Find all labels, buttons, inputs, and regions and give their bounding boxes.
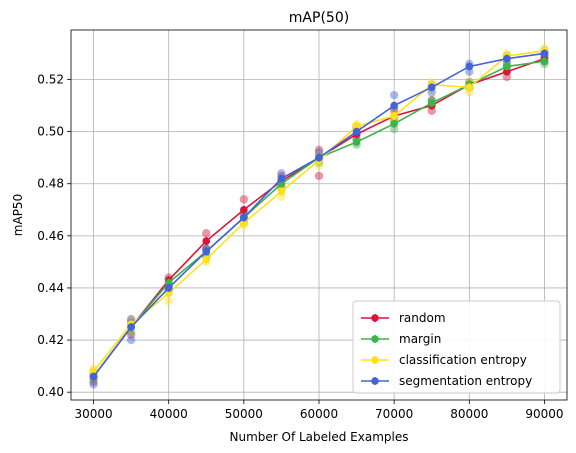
mean-point (89, 372, 98, 381)
mean-point (503, 54, 511, 63)
mean-point (240, 213, 248, 222)
mean-point (240, 219, 248, 227)
mean-point (240, 205, 248, 214)
chart-title: mAP(50) (289, 10, 349, 26)
legend: random margin classification entropy segmen… (352, 300, 561, 394)
lines-layer (89, 46, 549, 381)
trial-point (314, 145, 324, 155)
legend-marker (371, 314, 379, 322)
trial-point (164, 296, 173, 306)
trial-point (89, 380, 98, 389)
mean-point (164, 278, 173, 287)
y-tick-label: 0.42 (37, 333, 64, 347)
mean-point (277, 179, 286, 188)
mean-point (202, 237, 211, 245)
y-tick-label: 0.46 (37, 229, 64, 243)
mean-point (352, 138, 361, 146)
mean-point (127, 323, 135, 331)
mean-point (427, 99, 436, 107)
legend-label: segmentation entropy (399, 374, 532, 388)
mean-point (503, 67, 511, 76)
mean-point (390, 120, 398, 128)
x-tick-label: 50000 (225, 407, 263, 421)
x-tick-label: 70000 (375, 407, 413, 421)
mean-point (164, 289, 173, 297)
legend-label: random (399, 311, 446, 325)
x-axis: 30000 40000 50000 60000 70000 80000 90000 (74, 400, 564, 421)
trial-point (389, 90, 399, 100)
y-tick-label: 0.40 (37, 385, 64, 399)
y-tick-label: 0.44 (37, 281, 64, 295)
mean-point (465, 62, 474, 71)
mean-point (277, 187, 286, 196)
mean-point (390, 101, 398, 110)
y-tick-label: 0.48 (37, 177, 64, 191)
mean-point (202, 247, 211, 256)
mean-point (427, 83, 436, 92)
mean-point (540, 49, 549, 58)
y-tick-label: 0.52 (37, 73, 64, 87)
legend-marker (371, 377, 379, 385)
legend-box (352, 300, 561, 394)
y-axis: 0.40 0.42 0.44 0.46 0.48 0.50 0.52 (37, 73, 71, 399)
mean-point (352, 122, 361, 131)
x-tick-label: 60000 (300, 407, 338, 421)
mean-point (352, 127, 361, 136)
y-axis-title: mAP50 (11, 194, 25, 236)
mean-point (390, 112, 398, 120)
mean-point (540, 57, 549, 66)
trial-point (239, 195, 249, 204)
trial-point (126, 330, 136, 340)
mean-point (503, 62, 511, 71)
legend-marker (371, 356, 379, 364)
mean-point (164, 284, 173, 292)
x-tick-label: 40000 (150, 407, 188, 421)
mean-point (465, 83, 474, 92)
trial-point (126, 335, 136, 345)
legend-label: margin (399, 332, 441, 346)
x-tick-label: 80000 (450, 407, 488, 421)
x-tick-label: 30000 (74, 407, 112, 421)
x-tick-label: 90000 (525, 407, 563, 421)
mean-point (202, 255, 211, 264)
legend-marker (371, 335, 379, 343)
trial-point (314, 171, 324, 181)
y-tick-label: 0.50 (37, 125, 64, 139)
mean-point (277, 174, 286, 183)
mean-point (315, 153, 323, 162)
trial-point (202, 229, 211, 238)
x-axis-title: Number Of Labeled Examples (229, 430, 408, 444)
legend-label: classification entropy (399, 353, 527, 367)
